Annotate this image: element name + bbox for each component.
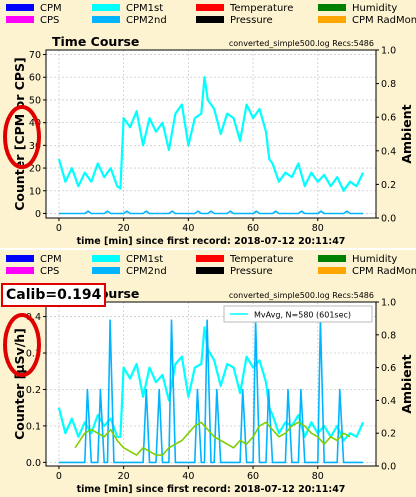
- legend-swatch: [92, 4, 120, 11]
- series-line-1: [58, 319, 364, 464]
- y-tick-label: 0.4: [26, 312, 41, 323]
- x-tick-label: 20: [118, 471, 130, 482]
- y2-axis-label: Ambient: [399, 104, 414, 163]
- y-tick-label: 40: [29, 118, 41, 129]
- y-tick-label: 0.0: [26, 458, 41, 469]
- inner-legend-box: [223, 305, 373, 323]
- y-tick-label: 0.3: [26, 349, 41, 360]
- legend-swatch: [92, 16, 120, 23]
- y2-tick-label: 0.6: [381, 363, 396, 374]
- legend-label: Pressure: [230, 266, 273, 277]
- x-tick-label: 80: [312, 223, 324, 234]
- legend-swatch: [6, 16, 34, 23]
- x-tick-label: 60: [247, 223, 259, 234]
- x-tick-label: 60: [247, 471, 259, 482]
- y-tick-label: 20: [29, 164, 41, 175]
- legend-swatch: [196, 4, 224, 11]
- y2-tick-label: 0.4: [381, 146, 396, 157]
- legend-label: Temperature: [229, 3, 293, 14]
- x-axis-label: time [min] since first record: 2018-07-1…: [77, 484, 346, 495]
- legend-swatch: [196, 16, 224, 23]
- y-tick-label: 0: [35, 209, 41, 220]
- x-tick-label: 80: [312, 471, 324, 482]
- series-line-2: [74, 421, 351, 456]
- legend-swatch: [92, 267, 120, 274]
- legend-label: Humidity: [352, 3, 397, 14]
- y-tick-label: 30: [29, 141, 41, 152]
- plot-frame: [45, 49, 377, 219]
- legend-swatch: [318, 4, 346, 11]
- y2-tick-label: 0.2: [381, 180, 396, 191]
- y2-tick-label: 1.0: [381, 298, 396, 309]
- plot-area: [46, 50, 376, 218]
- legend-label: CPM RadMon: [352, 15, 416, 26]
- y-tick-label: 0.2: [26, 385, 41, 396]
- legend-bottom: CPM CPM1st Temperature Humidity CPS CPM2nd Pre…: [6, 254, 416, 277]
- legend-label: Humidity: [352, 254, 397, 265]
- y2-tick-label: 0.8: [381, 79, 396, 90]
- legend-swatch: [6, 4, 34, 11]
- legend-swatch: [318, 16, 346, 23]
- legend-swatch: [6, 267, 34, 274]
- legend-swatch: [318, 255, 346, 262]
- file-info: converted_simple500.log Recs:5486: [229, 39, 374, 48]
- annotation-ellipse: [3, 105, 41, 169]
- legend-label: CPM1st: [126, 3, 163, 14]
- legend-swatch: [6, 255, 34, 262]
- chart-0: 0 20 40 60 80 0 10 20 30 40 50 60 70 0.0 0.2 0.4 0.6 0.8 1…: [3, 34, 414, 247]
- x-tick-label: 20: [118, 223, 130, 234]
- x-tick-label: 0: [56, 223, 62, 234]
- legend-label: CPS: [40, 15, 59, 26]
- chart-title: Time Course: [52, 34, 139, 49]
- legend-swatch: [92, 255, 120, 262]
- y-axis-label: Counter [µSv/h]: [12, 328, 27, 440]
- annotation-ellipse: [3, 313, 41, 377]
- legend-label: CPM2nd: [126, 15, 167, 26]
- inner-legend-label: MvAvg, N=580 (601sec): [254, 311, 351, 320]
- legend-label: CPM: [40, 254, 62, 265]
- series-line-1: [58, 210, 364, 215]
- x-tick-label: 0: [56, 471, 62, 482]
- series-line-0: [57, 76, 365, 192]
- legend-label: Temperature: [229, 254, 293, 265]
- y2-tick-label: 0.6: [381, 113, 396, 124]
- y-tick-label: 60: [29, 73, 41, 84]
- y2-tick-label: 0.0: [381, 462, 396, 473]
- legend-label: CPM RadMon: [352, 266, 416, 277]
- y-tick-label: 50: [29, 95, 41, 106]
- calibration-label: Calib=0.194: [1, 283, 107, 307]
- legend-swatch: [196, 255, 224, 262]
- file-info: converted_simple500.log Recs:5486: [229, 291, 374, 300]
- legend-swatch: [318, 267, 346, 274]
- legend-label: Pressure: [230, 15, 273, 26]
- legend-label: CPM: [40, 3, 62, 14]
- x-tick-label: 40: [182, 223, 194, 234]
- legend-top: CPM CPM1st Temperature Humidity CPS CPM2nd Pre…: [6, 3, 416, 26]
- y2-tick-label: 0.4: [381, 396, 396, 407]
- panel-separator: [0, 248, 416, 250]
- plot-frame: [45, 301, 377, 467]
- y-tick-label: 0.1: [26, 421, 41, 432]
- y-tick-label: 70: [29, 50, 41, 61]
- y2-tick-label: 1.0: [381, 46, 396, 57]
- legend-label: CPM2nd: [126, 266, 167, 277]
- y2-tick-label: 0.0: [381, 214, 396, 225]
- y2-tick-label: 0.2: [381, 429, 396, 440]
- x-axis-label: time [min] since first record: 2018-07-1…: [77, 236, 346, 247]
- y2-tick-label: 0.8: [381, 330, 396, 341]
- chart-1: 0 20 40 60 80 0.0 0.1 0.2 0.3 0.4 0.0 0.2 0.4 0.6 0.8 1…: [3, 286, 414, 495]
- y2-axis-label: Ambient: [399, 354, 414, 413]
- x-tick-label: 40: [182, 471, 194, 482]
- legend-label: CPS: [40, 266, 59, 277]
- legend-swatch: [196, 267, 224, 274]
- legend-label: CPM1st: [126, 254, 163, 265]
- y-axis-label: Counter [CPM or CPS]: [12, 57, 27, 211]
- y-tick-label: 10: [29, 186, 41, 197]
